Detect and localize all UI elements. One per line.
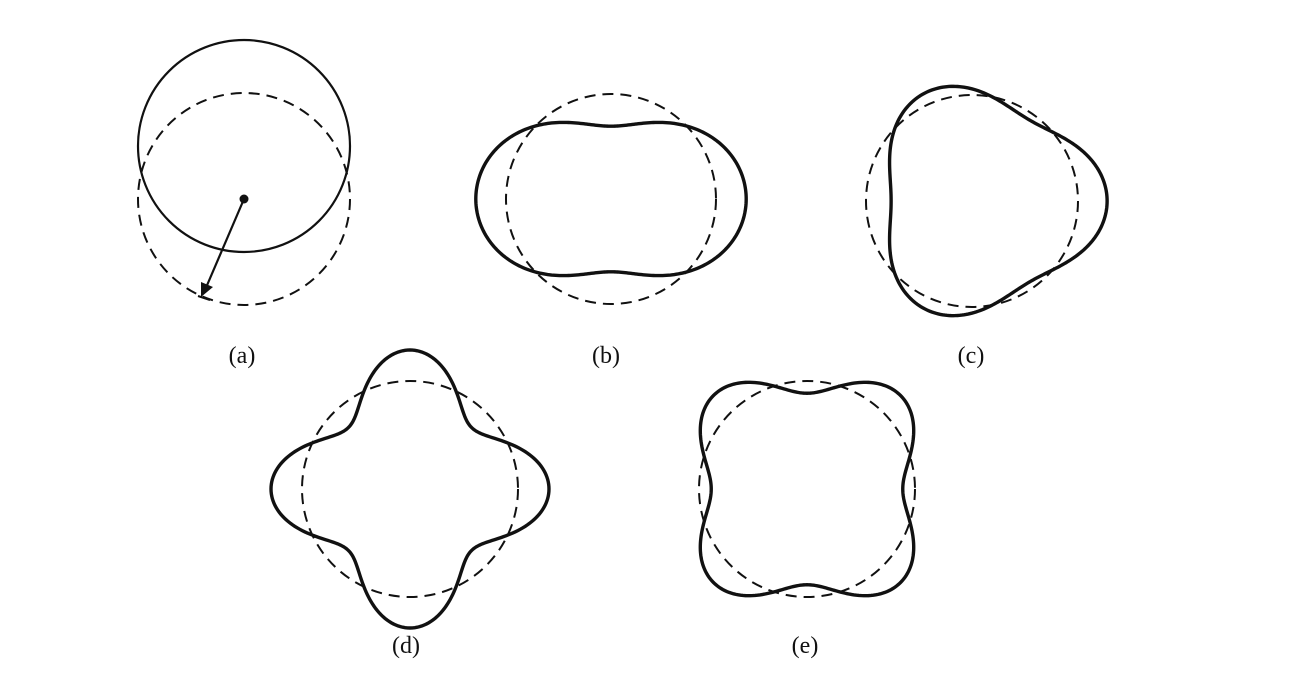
- panel-e-label: (e): [792, 633, 819, 659]
- panel-e: (e): [699, 381, 915, 659]
- panel-d-undeformed-circle: [302, 381, 518, 597]
- panel-e-deformed-shape: [700, 382, 913, 595]
- panel-b-deformed-shape: [476, 122, 746, 275]
- panel-d: (d): [271, 350, 549, 659]
- panel-b: (b): [476, 94, 746, 369]
- panel-c-label: (c): [958, 343, 985, 369]
- panel-a-label: (a): [229, 343, 256, 369]
- panel-e-undeformed-circle: [699, 381, 915, 597]
- panel-a: (a): [138, 40, 350, 369]
- panel-a-radius-arrow-shaft: [205, 199, 244, 290]
- panel-d-label: (d): [392, 633, 420, 659]
- panel-c-deformed-shape: [890, 86, 1108, 315]
- panel-b-label: (b): [592, 343, 620, 369]
- panel-a-deformed-circle: [138, 40, 350, 252]
- panel-d-deformed-shape: [271, 350, 549, 628]
- panel-c: (c): [866, 86, 1107, 369]
- panel-c-undeformed-circle: [866, 95, 1078, 307]
